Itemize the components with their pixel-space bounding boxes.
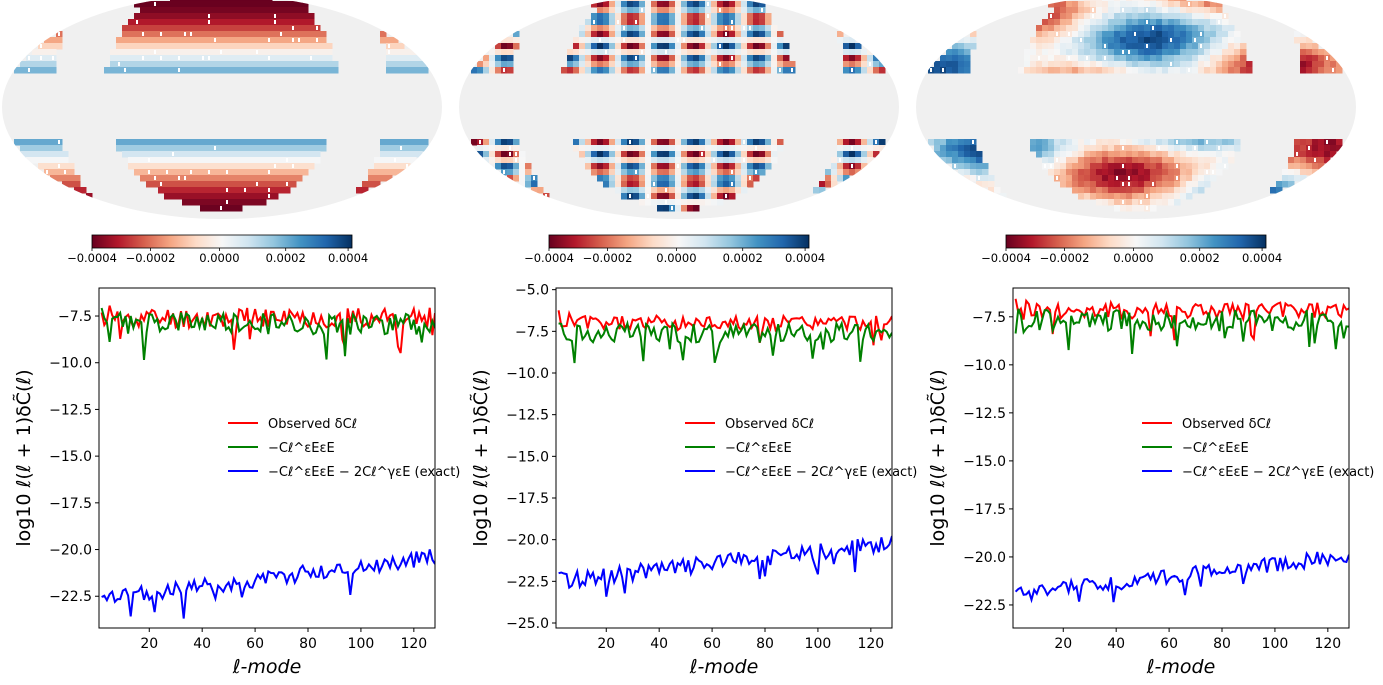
x-tick-label: 60 — [1160, 636, 1178, 652]
y-tick-label: −12.5 — [963, 406, 1006, 422]
colorbar — [91, 234, 353, 249]
y-tick-label: −22.5 — [506, 574, 549, 590]
plot-frame — [1012, 287, 1350, 629]
y-axis-label: log10 ℓ(ℓ + 1)δC̃(ℓ) — [927, 369, 949, 546]
y-tick-label: −7.5 — [515, 324, 549, 340]
plot-frame — [555, 287, 893, 629]
series-line-3 — [101, 549, 435, 619]
colorbar — [548, 234, 810, 249]
legend-label: Observed δCℓ — [1182, 417, 1271, 432]
colorbar-tick-label: 0.0004 — [1242, 251, 1282, 265]
x-tick-label: 120 — [400, 636, 427, 652]
legend-label: Observed δCℓ — [725, 417, 814, 432]
y-tick-label: −10.0 — [963, 358, 1006, 374]
y-tick-label: −20.0 — [963, 550, 1006, 566]
y-tick-label: −22.5 — [49, 589, 92, 605]
figure-1: −0.0004 −0.0002 0.0000 0.0002 0.0004 20 40 60 80… — [2, 0, 460, 678]
colorbar-tick-label: −0.0004 — [67, 251, 117, 265]
line-plot: 20 40 60 80 100 120 −25.0 −22.5 −20.0 −17.5 −15.0 −… — [470, 283, 918, 678]
x-tick-label: 100 — [348, 636, 375, 652]
line-plot: 20 40 60 80 100 120 −22.5 −20.0 −17.5 −15.0 −12.5 −… — [927, 287, 1374, 678]
legend-label: −Cℓ^εEεE — [725, 441, 792, 456]
x-tick-label: 120 — [1314, 636, 1341, 652]
y-tick-label: −15.0 — [49, 449, 92, 465]
y-tick-label: −22.5 — [963, 598, 1006, 614]
panel-1: −0.0004 −0.0002 0.0000 0.0002 0.0004 20 40 60 80… — [0, 0, 461, 685]
x-tick-label: 100 — [805, 636, 832, 652]
y-tick-label: −17.5 — [49, 496, 92, 512]
panel-2: −0.0004 −0.0002 0.0000 0.0002 0.0004 20 40 60 80… — [457, 0, 918, 685]
colorbar-tick-label: −0.0002 — [1040, 251, 1090, 265]
series-line-2 — [100, 307, 435, 360]
sky-map — [459, 0, 899, 219]
sky-map — [916, 0, 1356, 219]
y-tick-label: −25.0 — [506, 616, 549, 632]
y-tick-label: −7.5 — [58, 309, 92, 325]
colorbar-tick-label: −0.0002 — [583, 251, 633, 265]
y-tick-label: −20.0 — [49, 543, 92, 559]
panel-3: −0.0004 −0.0002 0.0000 0.0002 0.0004 20 40 60 80… — [914, 0, 1375, 685]
y-tick-label: −17.5 — [963, 502, 1006, 518]
sky-map — [2, 0, 442, 219]
y-tick-label: −12.5 — [506, 408, 549, 424]
colorbar-tick-label: 0.0002 — [723, 251, 763, 265]
legend-label: −Cℓ^εEεE — [1182, 441, 1249, 456]
x-tick-label: 20 — [140, 636, 158, 652]
colorbar-tick-label: 0.0000 — [199, 251, 239, 265]
y-tick-label: −7.5 — [972, 310, 1006, 326]
y-tick-label: −12.5 — [49, 402, 92, 418]
x-tick-label: 80 — [756, 636, 774, 652]
y-tick-label: −15.0 — [506, 449, 549, 465]
colorbar — [1005, 234, 1267, 249]
series-line-2 — [558, 319, 892, 364]
x-tick-label: 40 — [1107, 636, 1125, 652]
colorbar-tick-label: 0.0004 — [328, 251, 368, 265]
series-line-3 — [558, 535, 892, 597]
colorbar-tick-label: −0.0004 — [981, 251, 1031, 265]
line-plot: 20 40 60 80 100 120 −22.5 −20.0 −17.5 −15.0 −12.5 −… — [13, 287, 460, 678]
legend-label: −Cℓ^εEεE — [268, 441, 335, 456]
series-line-2 — [1014, 308, 1349, 354]
x-tick-label: 100 — [1262, 636, 1289, 652]
legend-label: −Cℓ^εEεE − 2Cℓ^γεE (exact) — [268, 465, 460, 480]
y-tick-label: −15.0 — [963, 454, 1006, 470]
x-axis-label: ℓ-mode — [689, 656, 759, 678]
figure-2: −0.0004 −0.0002 0.0000 0.0002 0.0004 20 40 60 80… — [459, 0, 918, 678]
x-axis-label: ℓ-mode — [232, 656, 302, 678]
y-tick-label: −10.0 — [506, 366, 549, 382]
x-axis-label: ℓ-mode — [1146, 656, 1216, 678]
legend-label: Observed δCℓ — [268, 417, 357, 432]
legend-label: −Cℓ^εEεE − 2Cℓ^γεE (exact) — [1182, 465, 1374, 480]
colorbar-tick-label: 0.0004 — [785, 251, 825, 265]
x-tick-label: 60 — [246, 636, 264, 652]
series-line-1 — [1014, 298, 1349, 342]
x-tick-label: 20 — [597, 636, 615, 652]
plot-frame — [98, 287, 436, 629]
colorbar-tick-label: 0.0002 — [1180, 251, 1220, 265]
x-tick-label: 80 — [299, 636, 317, 652]
legend-label: −Cℓ^εEεE − 2Cℓ^γεE (exact) — [725, 465, 917, 480]
y-tick-label: −10.0 — [49, 356, 92, 372]
y-tick-label: −5.0 — [515, 283, 549, 299]
colorbar-tick-label: −0.0002 — [126, 251, 176, 265]
x-tick-label: 120 — [857, 636, 884, 652]
x-tick-label: 40 — [650, 636, 668, 652]
x-tick-label: 80 — [1213, 636, 1231, 652]
x-tick-label: 40 — [193, 636, 211, 652]
y-axis-label: log10 ℓ(ℓ + 1)δC̃(ℓ) — [470, 369, 492, 546]
colorbar-tick-label: 0.0000 — [1113, 251, 1153, 265]
y-axis-label: log10 ℓ(ℓ + 1)δC̃(ℓ) — [13, 369, 35, 546]
colorbar-tick-label: 0.0000 — [656, 251, 696, 265]
y-tick-label: −20.0 — [506, 533, 549, 549]
y-tick-label: −17.5 — [506, 491, 549, 507]
figure-3: −0.0004 −0.0002 0.0000 0.0002 0.0004 20 40 60 80… — [916, 0, 1374, 678]
colorbar-tick-label: −0.0004 — [524, 251, 574, 265]
x-tick-label: 20 — [1054, 636, 1072, 652]
series-line-3 — [1014, 550, 1349, 604]
colorbar-tick-label: 0.0002 — [266, 251, 306, 265]
x-tick-label: 60 — [703, 636, 721, 652]
